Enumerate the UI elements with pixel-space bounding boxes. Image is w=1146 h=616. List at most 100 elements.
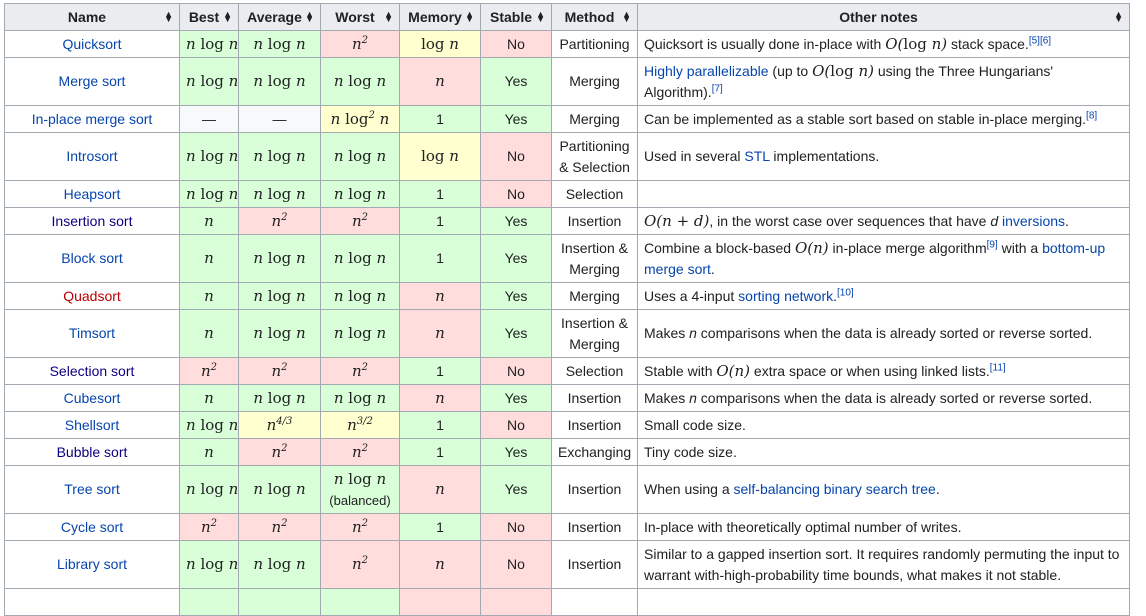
notes-cell: Combine a block-based O(n) in-place merg… <box>637 234 1130 283</box>
stable-cell: Yes <box>480 465 552 514</box>
name-cell[interactable]: Cycle sort <box>4 513 180 541</box>
name-cell[interactable]: Introsort <box>4 132 180 181</box>
algorithm-link[interactable]: In-place merge sort <box>31 110 153 127</box>
algorithm-link[interactable]: Selection sort <box>49 362 135 379</box>
inversions-link[interactable]: inversions <box>1002 212 1066 229</box>
algorithm-link[interactable]: Insertion sort <box>51 212 133 229</box>
method-cell: Insertion <box>551 207 638 235</box>
worst-cell: n log n <box>320 282 400 310</box>
table-row: Insertion sort n n2 n2 1 Yes Insertion O… <box>4 207 1130 235</box>
citation-link[interactable]: [10] <box>837 286 854 298</box>
algorithm-link[interactable]: Block sort <box>61 250 123 266</box>
best-cell: n log n <box>179 540 239 589</box>
bottom-up-merge-sort-link[interactable]: bottom-up merge sort <box>644 239 1106 277</box>
sort-icon[interactable]: ▲ ▼ <box>465 9 474 24</box>
name-cell[interactable]: Shellsort <box>4 411 180 439</box>
name-cell[interactable]: Timsort <box>4 309 180 358</box>
citation-link[interactable]: [8] <box>1086 109 1098 121</box>
complexity-formula: n log n <box>186 72 239 90</box>
table-row: Selection sort n2 n2 n2 1 No Selection S… <box>4 357 1130 385</box>
method-cell: Selection <box>551 357 638 385</box>
algorithm-link[interactable]: Shellsort <box>64 416 120 433</box>
table-row: Introsort n log n n log n n log n log n … <box>4 132 1130 181</box>
name-cell[interactable]: Library sort <box>4 540 180 589</box>
sort-icon[interactable]: ▲ ▼ <box>223 9 232 24</box>
name-cell[interactable]: Tree sort <box>4 465 180 514</box>
sort-icon[interactable]: ▲ ▼ <box>305 9 314 24</box>
notes-cell: Uses a 4-input sorting network.[10] <box>637 282 1130 310</box>
best-cell: n log n <box>179 132 239 181</box>
best-cell: n <box>179 207 239 235</box>
notes-cell: In-place with theoretically optimal numb… <box>637 513 1130 541</box>
stable-cell: No <box>480 132 552 181</box>
column-header-best[interactable]: Best ▲ ▼ <box>179 3 239 31</box>
notes-cell: Makes n comparisons when the data is alr… <box>637 384 1130 412</box>
best-cell: n2 <box>179 513 239 541</box>
notes-cell: Quicksort is usually done in-place with … <box>637 30 1130 58</box>
algorithm-link[interactable]: Introsort <box>66 148 118 164</box>
algorithm-link[interactable]: Cubesort <box>63 389 121 406</box>
column-header-average[interactable]: Average ▲ ▼ <box>238 3 321 31</box>
complexity-formula: n2 <box>351 442 369 461</box>
stable-cell: No <box>480 411 552 439</box>
complexity-formula: n4/3 <box>266 415 293 434</box>
notes-cell: Highly parallelizable (up to O(log n) us… <box>637 57 1130 106</box>
citation-link[interactable]: [9] <box>986 238 998 250</box>
self-balancing-bst-link[interactable]: self-balancing binary search tree <box>733 481 936 497</box>
stable-cell: No <box>480 357 552 385</box>
name-cell[interactable]: In-place merge sort <box>4 105 180 133</box>
memory-cell: 1 <box>399 180 481 208</box>
sort-icon[interactable]: ▲ ▼ <box>536 9 545 24</box>
sort-icon[interactable]: ▲ ▼ <box>1114 9 1123 24</box>
notes-cell: Small code size. <box>637 411 1130 439</box>
column-header-memory[interactable]: Memory ▲ ▼ <box>399 3 481 31</box>
method-cell: Merging <box>551 282 638 310</box>
algorithm-link[interactable]: Bubble sort <box>56 443 128 460</box>
column-header-method[interactable]: Method ▲ ▼ <box>551 3 638 31</box>
method-cell: Partitioning <box>551 30 638 58</box>
name-cell[interactable]: Block sort <box>4 234 180 283</box>
column-header-worst[interactable]: Worst ▲ ▼ <box>320 3 400 31</box>
algorithm-link[interactable]: Quadsort <box>63 287 121 304</box>
algorithm-link[interactable]: Heapsort <box>63 185 121 202</box>
sort-icon[interactable]: ▲ ▼ <box>164 9 173 24</box>
sorting-network-link[interactable]: sorting network <box>738 287 834 304</box>
table-row: Cubesort n n log n n log n n Yes Inserti… <box>4 384 1130 412</box>
memory-cell: 1 <box>399 438 481 466</box>
citation-link[interactable]: [11] <box>989 361 1006 373</box>
name-cell[interactable]: Quicksort <box>4 30 180 58</box>
worst-cell: n log n <box>320 309 400 358</box>
name-cell[interactable]: Cubesort <box>4 384 180 412</box>
citation-link[interactable]: [7] <box>711 82 723 94</box>
highly-parallelizable-link[interactable]: Highly parallelizable <box>644 62 769 79</box>
name-cell[interactable]: Merge sort <box>4 57 180 106</box>
algorithm-link[interactable]: Timsort <box>68 325 116 341</box>
algorithm-link[interactable]: Merge sort <box>58 73 126 89</box>
name-cell[interactable]: Selection sort <box>4 357 180 385</box>
average-cell: n2 <box>238 357 321 385</box>
column-header-other-notes[interactable]: Other notes ▲ ▼ <box>637 3 1130 31</box>
average-cell: n log n <box>238 234 321 283</box>
complexity-formula: n log n <box>186 34 239 53</box>
notes-cell: Can be implemented as a stable sort base… <box>637 105 1130 133</box>
name-cell[interactable]: Quadsort <box>4 282 180 310</box>
sort-icon[interactable]: ▲ ▼ <box>384 9 393 24</box>
algorithm-link[interactable]: Cycle sort <box>60 518 124 535</box>
algorithm-link[interactable]: Tree sort <box>64 481 120 497</box>
citation-link[interactable]: [5] <box>1028 34 1040 46</box>
complexity-formula: n log n <box>333 324 387 342</box>
name-cell[interactable]: Insertion sort <box>4 207 180 235</box>
algorithm-link[interactable]: Library sort <box>56 556 128 572</box>
column-header-name[interactable]: Name ▲ ▼ <box>4 3 180 31</box>
column-header-stable[interactable]: Stable ▲ ▼ <box>480 3 552 31</box>
memory-cell: n <box>399 540 481 589</box>
citation-link[interactable]: [6] <box>1039 34 1052 46</box>
name-cell[interactable]: Heapsort <box>4 180 180 208</box>
table-row: Shellsort n log n n4/3 n3/2 1 No Inserti… <box>4 411 1130 439</box>
complexity-formula: n2 <box>351 211 369 230</box>
stl-link[interactable]: STL <box>744 148 770 164</box>
algorithm-link[interactable]: Quicksort <box>62 35 122 52</box>
name-cell[interactable]: Bubble sort <box>4 438 180 466</box>
complexity-formula: n2 <box>351 517 369 536</box>
sort-icon[interactable]: ▲ ▼ <box>622 9 631 24</box>
